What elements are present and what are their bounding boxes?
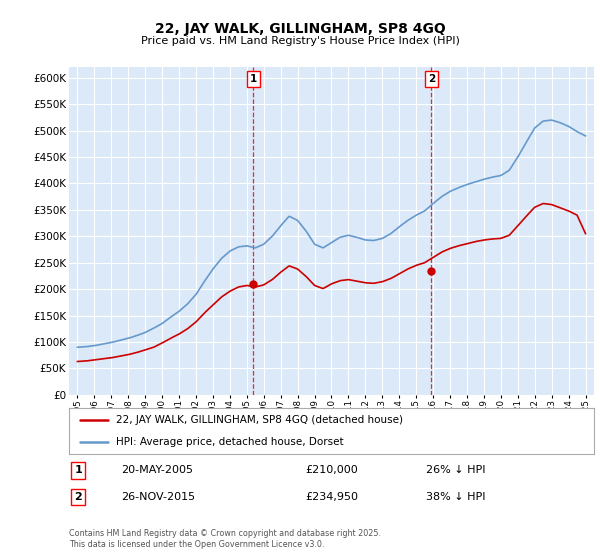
Text: 1: 1	[74, 465, 82, 475]
Text: Price paid vs. HM Land Registry's House Price Index (HPI): Price paid vs. HM Land Registry's House …	[140, 36, 460, 46]
Text: Contains HM Land Registry data © Crown copyright and database right 2025.: Contains HM Land Registry data © Crown c…	[69, 529, 381, 538]
Text: £234,950: £234,950	[305, 492, 358, 502]
Text: 26-NOV-2015: 26-NOV-2015	[121, 492, 196, 502]
Text: This data is licensed under the Open Government Licence v3.0.: This data is licensed under the Open Gov…	[69, 540, 325, 549]
Text: 20-MAY-2005: 20-MAY-2005	[121, 465, 193, 475]
Text: £210,000: £210,000	[305, 465, 358, 475]
Text: 26% ↓ HPI: 26% ↓ HPI	[426, 465, 485, 475]
Text: 2: 2	[428, 74, 435, 84]
Text: 22, JAY WALK, GILLINGHAM, SP8 4GQ: 22, JAY WALK, GILLINGHAM, SP8 4GQ	[155, 22, 445, 36]
Text: 2: 2	[74, 492, 82, 502]
Text: 22, JAY WALK, GILLINGHAM, SP8 4GQ (detached house): 22, JAY WALK, GILLINGHAM, SP8 4GQ (detac…	[116, 414, 403, 424]
Text: HPI: Average price, detached house, Dorset: HPI: Average price, detached house, Dors…	[116, 437, 344, 447]
Text: 1: 1	[250, 74, 257, 84]
Text: 38% ↓ HPI: 38% ↓ HPI	[426, 492, 485, 502]
